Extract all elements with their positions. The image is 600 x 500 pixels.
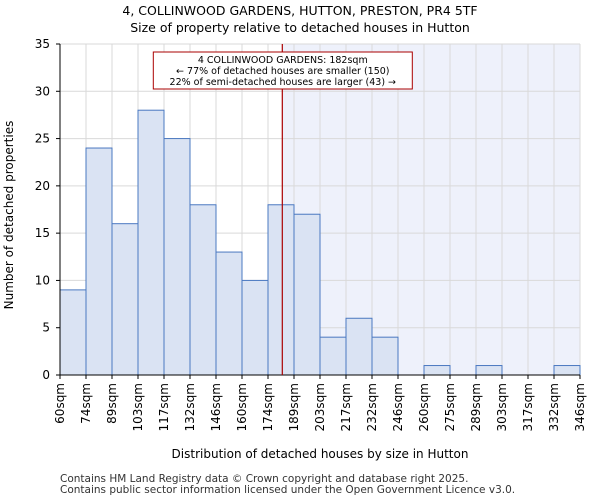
bar-203sqm [319,336,347,376]
x-tick-label: 189sqm [287,383,301,431]
x-tick-label: 332sqm [547,383,561,431]
y-tick-label: 20 [35,179,50,193]
x-tick-label: 60sqm [53,383,67,424]
x-tick-label: 275sqm [443,383,457,431]
highlight-region [282,44,580,375]
x-tick-label: 146sqm [209,383,223,431]
y-tick-label: 25 [35,132,50,146]
bar-117sqm [163,138,191,376]
bar-332sqm [553,365,581,376]
bar-74sqm [85,147,113,376]
y-tick-label: 5 [42,321,50,335]
bar-189sqm [293,213,321,376]
annotation-line-1: 4 COLLINWOOD GARDENS: 182sqm [198,55,368,66]
bar-217sqm [345,317,373,376]
x-axis-label: Distribution of detached houses by size … [172,447,469,461]
footer-attribution-2: Contains public sector information licen… [60,484,516,496]
bar-289sqm [475,365,503,376]
chart-title-line2: Size of property relative to detached ho… [130,20,470,35]
x-tick-label: 89sqm [105,383,119,424]
bar-174sqm [267,204,295,376]
y-tick-label: 30 [35,84,50,98]
x-tick-label: 203sqm [313,383,327,431]
x-tick-label: 103sqm [131,383,145,431]
x-tick-label: 174sqm [261,383,275,431]
x-tick-label: 317sqm [521,383,535,431]
y-tick-label: 0 [42,368,50,382]
x-tick-label: 217sqm [339,383,353,431]
y-axis-label: Number of detached properties [2,121,16,310]
annotation-line-3: 22% of semi-detached houses are larger (… [170,77,397,88]
x-tick-label: 260sqm [417,383,431,431]
bar-60sqm [59,289,87,376]
x-tick-label: 246sqm [391,383,405,431]
y-tick-label: 35 [35,37,50,51]
bar-232sqm [371,336,399,376]
bar-160sqm [241,279,269,376]
x-tick-label: 132sqm [183,383,197,431]
bar-132sqm [189,204,217,376]
x-tick-label: 303sqm [495,383,509,431]
y-tick-label: 15 [35,226,50,240]
bar-103sqm [137,109,165,376]
bar-89sqm [111,223,139,376]
x-tick-label: 232sqm [365,383,379,431]
x-tick-label: 117sqm [157,383,171,431]
annotation-box [152,51,413,90]
x-tick-label: 289sqm [469,383,483,431]
x-tick-label: 160sqm [235,383,249,431]
x-tick-label: 346sqm [573,383,587,431]
bar-260sqm [423,365,451,376]
x-tick-label: 74sqm [79,383,93,424]
bar-146sqm [215,251,243,376]
annotation-line-2: ← 77% of detached houses are smaller (15… [176,66,389,77]
footer-attribution-1: Contains HM Land Registry data © Crown c… [60,473,469,485]
y-tick-label: 10 [35,273,50,287]
chart-title-line1: 4, COLLINWOOD GARDENS, HUTTON, PRESTON, … [122,3,478,18]
